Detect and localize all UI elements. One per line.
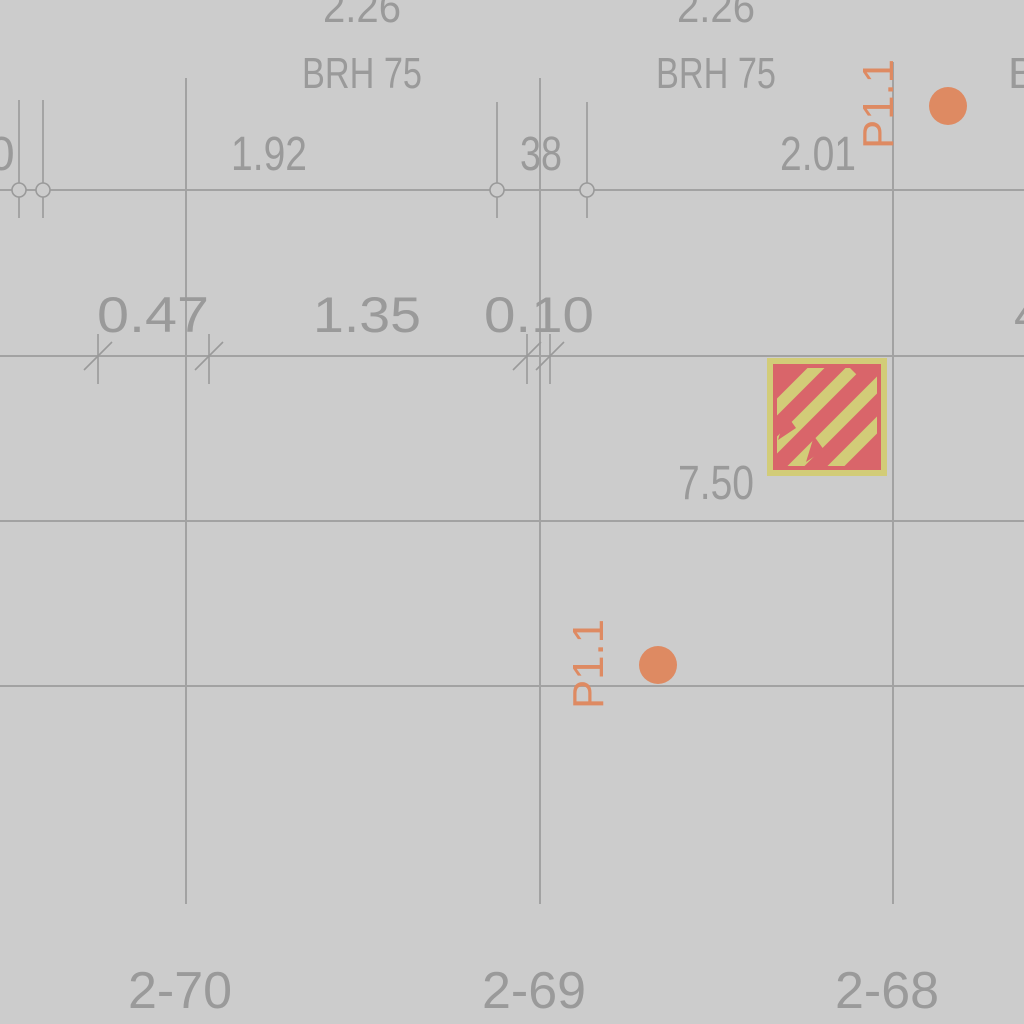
dimension-ticks-row-2 <box>83 334 565 384</box>
point-marker-bottom: P1.1 <box>564 619 677 709</box>
point-marker-dot <box>639 646 677 684</box>
axis-label-2-70: 2-70 <box>128 962 232 1020</box>
dimension-value-0-47: 0.47 <box>97 287 209 343</box>
dimension-value-edge-2: 4 <box>1014 287 1024 343</box>
point-marker-label: P1.1 <box>854 59 903 149</box>
point-marker-top: P1.1 <box>854 59 967 149</box>
dimension-value-1-35: 1.35 <box>313 287 421 343</box>
diagonal-arrows-icon <box>767 358 887 476</box>
brh-label-edge: B <box>1008 49 1024 98</box>
symbol-value: 7.50 <box>678 457 754 510</box>
top-value-left: 2.26 <box>323 0 401 32</box>
dimension-value-0-10: 0.10 <box>484 287 594 343</box>
dimension-terminator <box>11 182 27 198</box>
point-marker-dot <box>929 87 967 125</box>
dimension-value-edge: 0 <box>0 128 15 181</box>
brh-label-right: BRH 75 <box>656 49 776 98</box>
axis-label-2-68: 2-68 <box>835 962 939 1020</box>
point-marker-label: P1.1 <box>564 619 613 709</box>
dimension-terminator <box>489 182 505 198</box>
axis-label-2-69: 2-69 <box>482 962 586 1020</box>
dimension-terminator <box>35 182 51 198</box>
dimension-value-1-92: 1.92 <box>231 128 307 181</box>
dimension-terminator <box>579 182 595 198</box>
brh-label-left: BRH 75 <box>302 49 422 98</box>
dimension-value-2-01: 2.01 <box>780 128 856 181</box>
top-value-right: 2.26 <box>677 0 755 32</box>
dimension-value-38: 38 <box>520 128 562 181</box>
